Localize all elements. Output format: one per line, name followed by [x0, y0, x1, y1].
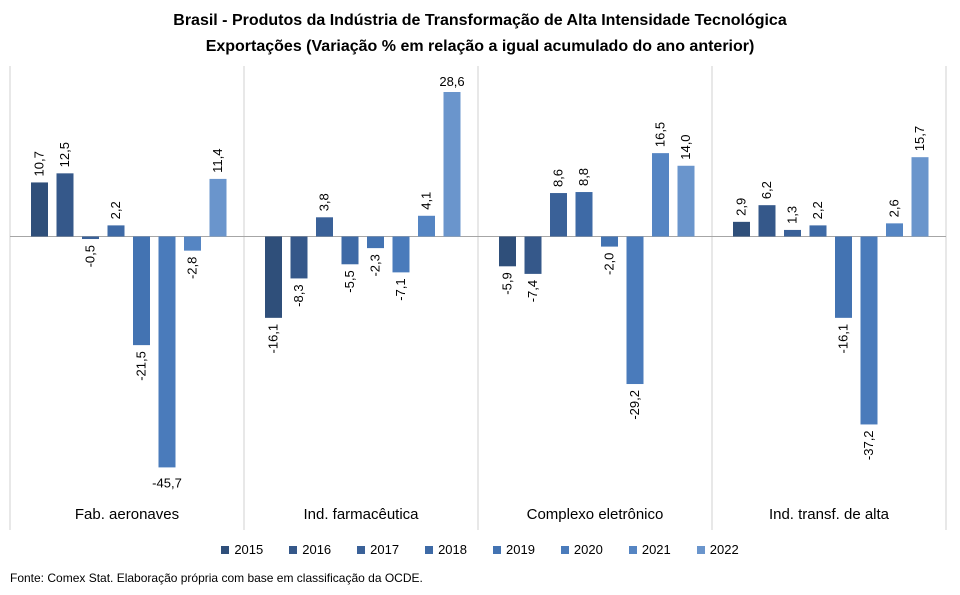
legend-label: 2019: [506, 542, 535, 557]
bar: [107, 225, 125, 237]
legend-swatch: [221, 545, 230, 554]
data-label: -5,5: [342, 270, 357, 292]
legend-label: 2016: [302, 542, 332, 557]
legend-swatch: [696, 545, 705, 554]
bar: [784, 229, 801, 237]
data-label: 3,8: [317, 193, 332, 211]
data-label: -16,1: [836, 324, 851, 354]
legend-item: 2016: [289, 542, 331, 557]
data-label: -7,4: [525, 280, 540, 302]
data-label: 2,2: [810, 201, 825, 219]
data-label: -21,5: [134, 351, 149, 381]
data-label: 4,1: [419, 192, 434, 210]
data-label: -37,2: [861, 430, 876, 460]
data-label: 28,6: [439, 74, 464, 89]
bar: [31, 182, 48, 237]
data-label: 16,5: [653, 122, 668, 147]
bar: [911, 157, 929, 237]
legend-swatch: [628, 545, 637, 554]
bar: [886, 223, 903, 237]
chart-subtitle: Exportações (Variação % em relação a igu…: [205, 38, 755, 55]
legend-item: 2022: [696, 542, 739, 557]
category-label: Ind. transf. de alta: [769, 506, 890, 523]
data-label: 2,9: [734, 198, 749, 216]
bar: [443, 92, 461, 237]
data-label: 8,8: [576, 168, 591, 186]
data-label: -5,9: [500, 272, 515, 294]
category-label: Complexo eletrônico: [527, 506, 664, 523]
bar: [733, 221, 750, 237]
legend-label: 2021: [641, 542, 671, 557]
legend-item: 2020: [560, 542, 603, 557]
bar: [82, 236, 99, 240]
bar: [860, 236, 878, 425]
bar: [575, 192, 593, 237]
legend-swatch: [357, 545, 366, 554]
data-label: 14,0: [678, 134, 693, 159]
bar: [524, 236, 542, 274]
legend-item: 2018: [425, 542, 467, 557]
legend-item: 2021: [628, 542, 671, 557]
legend-label: 2017: [370, 542, 400, 557]
data-label: 6,2: [759, 181, 774, 199]
bar: [809, 225, 827, 237]
bar: [158, 236, 176, 468]
chart-title: Brasil - Produtos da Indústria de Transf…: [173, 12, 787, 29]
bar: [367, 236, 384, 249]
bar: [652, 153, 669, 237]
data-label: -29,2: [627, 390, 642, 420]
bar: [133, 236, 150, 346]
bar-chart: 10,7 12,5 -0,5 2,2 -21,5 -45,7 -2,8 11,4 Fab. ae…: [9, 66, 947, 530]
bar: [758, 205, 776, 237]
data-label: 15,7: [912, 126, 927, 151]
bar: [265, 236, 282, 318]
bar: [418, 215, 435, 237]
data-label: 10,7: [32, 151, 47, 176]
data-label: 1,3: [785, 206, 800, 224]
bar: [677, 165, 695, 237]
category-label: Fab. aeronaves: [75, 506, 179, 523]
legend: 2015 2016 2017 2018 2019 2020 2021 2022: [0, 542, 960, 557]
bar: [626, 236, 644, 385]
legend-label: 2022: [709, 542, 739, 557]
legend-label: 2018: [438, 542, 467, 557]
legend-item: 2017: [357, 542, 399, 557]
bar: [209, 178, 227, 237]
legend-label: 2020: [573, 542, 603, 557]
category-label: Ind. farmacêutica: [303, 506, 419, 523]
data-label: 11,4: [210, 149, 225, 173]
bar: [392, 236, 410, 273]
data-label: -0,5: [83, 245, 98, 267]
legend-item: 2015: [221, 542, 263, 557]
data-label: 2,6: [887, 199, 902, 217]
data-label: -2,0: [602, 253, 617, 275]
bar: [316, 217, 333, 237]
bar: [184, 236, 201, 251]
legend-swatch: [493, 545, 501, 554]
bar: [601, 236, 618, 247]
data-label: 12,5: [57, 142, 72, 167]
data-label: 2,2: [108, 201, 123, 219]
legend-swatch: [425, 545, 434, 554]
bar: [499, 236, 516, 267]
data-label: 8,6: [551, 169, 566, 187]
data-label: -45,7: [152, 475, 182, 490]
data-label: -7,1: [393, 278, 408, 300]
legend-swatch: [560, 545, 569, 554]
bar: [56, 173, 74, 237]
data-label: -16,1: [266, 324, 281, 354]
legend-label: 2015: [234, 542, 264, 557]
legend-item: 2019: [493, 542, 535, 557]
source-note: Fonte: Comex Stat. Elaboração própria co…: [10, 571, 423, 585]
data-label: -2,8: [185, 257, 200, 279]
data-label: -2,3: [368, 254, 383, 276]
bar: [835, 236, 852, 318]
bar: [550, 193, 567, 237]
bar: [341, 236, 359, 265]
data-label: -8,3: [291, 284, 306, 306]
legend-swatch: [289, 545, 298, 554]
bar: [290, 236, 308, 279]
